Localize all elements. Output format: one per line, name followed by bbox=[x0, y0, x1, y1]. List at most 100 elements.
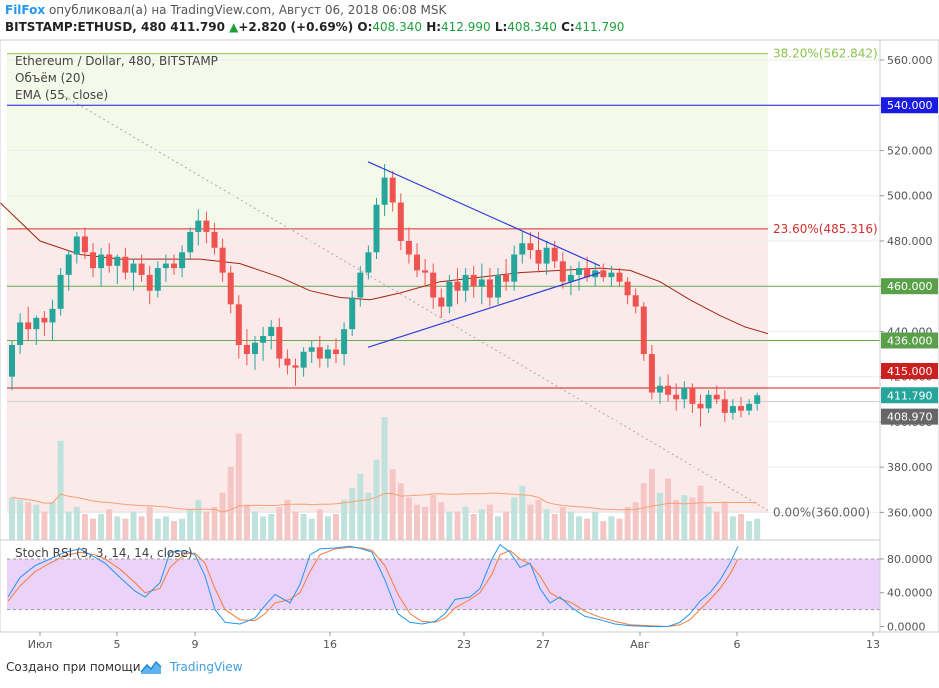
volume-bar bbox=[81, 514, 88, 540]
footer-brand[interactable]: TradingView bbox=[170, 660, 243, 674]
volume-bar bbox=[130, 511, 137, 540]
volume-bar bbox=[511, 497, 518, 540]
volume-bar bbox=[705, 506, 712, 540]
candle-body bbox=[681, 387, 688, 400]
volume-bar bbox=[576, 516, 582, 540]
time-tick-label: 27 bbox=[536, 638, 550, 651]
tradingview-logo-icon[interactable] bbox=[140, 658, 162, 676]
volume-bar bbox=[592, 511, 599, 540]
fib-label: 0.00%(360.000) bbox=[773, 505, 870, 519]
volume-bar bbox=[697, 485, 704, 540]
volume-bar bbox=[446, 511, 453, 540]
price-tag-label: 408.970 bbox=[887, 411, 933, 424]
symbol-label: BITSTAMP:ETHUSD, 480 bbox=[5, 20, 167, 34]
volume-bar bbox=[584, 518, 591, 540]
candle-body bbox=[414, 254, 420, 271]
low-value: 408.340 bbox=[507, 20, 557, 34]
volume-bar bbox=[203, 511, 210, 540]
volume-bar bbox=[276, 506, 283, 540]
author-name[interactable]: FilFox bbox=[5, 3, 46, 17]
volume-bar bbox=[65, 511, 72, 540]
candle-body bbox=[430, 272, 437, 298]
triangle-trend-line bbox=[367, 161, 601, 267]
price-tag bbox=[881, 408, 938, 425]
legend-volume: Объём (20) bbox=[15, 71, 85, 85]
candle-body bbox=[211, 231, 218, 248]
price-tick-label: 480.000 bbox=[887, 235, 933, 248]
candle-body bbox=[559, 261, 566, 282]
volume-bar bbox=[430, 495, 437, 540]
time-tick-label: 5 bbox=[114, 638, 121, 651]
volume-bar bbox=[527, 504, 534, 540]
volume-bar bbox=[357, 473, 364, 540]
open-value: 408.340 bbox=[372, 20, 422, 34]
candle-body bbox=[17, 322, 24, 346]
candle-body bbox=[33, 317, 40, 330]
volume-bar bbox=[349, 488, 356, 540]
high-label: H: bbox=[426, 20, 442, 34]
volume-bar bbox=[381, 417, 388, 540]
candle-body bbox=[154, 268, 161, 291]
volume-bar bbox=[114, 516, 121, 540]
candle-body bbox=[81, 236, 88, 253]
candle-body bbox=[446, 281, 453, 307]
candle-body bbox=[187, 231, 194, 253]
candle-body bbox=[284, 358, 291, 366]
volume-bar bbox=[414, 504, 420, 540]
candle-body bbox=[657, 385, 663, 393]
candle-body bbox=[738, 406, 744, 411]
volume-bar bbox=[73, 506, 80, 540]
candle-body bbox=[365, 252, 372, 273]
volume-bar bbox=[600, 521, 607, 540]
candle-body bbox=[57, 274, 64, 309]
volume-bar bbox=[187, 509, 194, 540]
candle-body bbox=[527, 243, 534, 251]
candle-body bbox=[438, 297, 445, 307]
candle-body bbox=[300, 351, 307, 368]
triangle-trend-line bbox=[367, 272, 601, 348]
candle-body bbox=[503, 274, 510, 282]
candle-body bbox=[729, 406, 736, 413]
candle-body bbox=[511, 254, 518, 282]
volume-bar bbox=[179, 518, 186, 540]
volume-bar bbox=[648, 469, 655, 540]
candle-body bbox=[462, 274, 469, 291]
candle-body bbox=[543, 247, 550, 264]
stoch-k-line bbox=[7, 543, 739, 627]
volume-bar bbox=[316, 509, 323, 540]
candle-body bbox=[357, 272, 364, 298]
time-tick-label: Июл bbox=[28, 638, 53, 651]
volume-bar bbox=[292, 511, 299, 540]
candle-body bbox=[235, 304, 242, 346]
candle-body bbox=[454, 281, 461, 291]
volume-bar bbox=[422, 506, 429, 540]
low-label: L: bbox=[494, 20, 508, 34]
ohlc-line: BITSTAMP:ETHUSD, 480 411.790 ▲+2.820 (+0… bbox=[5, 20, 624, 34]
candle-body bbox=[219, 247, 226, 273]
fib-label: 23.60%(485.316) bbox=[773, 222, 878, 236]
candle-body bbox=[584, 268, 591, 278]
volume-bar bbox=[632, 502, 639, 540]
candle-body bbox=[65, 254, 72, 275]
fib-trend-line bbox=[59, 93, 769, 511]
price-tick-label: 360.000 bbox=[887, 506, 933, 519]
main-legend: Ethereum / Dollar, 480, BITSTAMP Объём (2… bbox=[15, 54, 218, 102]
candle-body bbox=[486, 279, 493, 298]
volume-bar bbox=[49, 502, 56, 540]
stoch-tick-label: 0.0000 bbox=[887, 621, 926, 634]
volume-bar bbox=[535, 499, 542, 540]
candle-body bbox=[389, 177, 396, 203]
legend-stoch: Stoch RSI (3, 3, 14, 14, close) bbox=[15, 546, 193, 560]
volume-bar bbox=[227, 466, 234, 540]
volume-bar bbox=[333, 514, 339, 540]
volume-bar bbox=[738, 514, 744, 540]
candle-body bbox=[478, 279, 485, 287]
volume-bar bbox=[608, 516, 615, 540]
volume-bar bbox=[454, 511, 461, 540]
candle-body bbox=[673, 394, 680, 400]
candle-body bbox=[324, 349, 331, 359]
volume-bar bbox=[171, 521, 177, 540]
candle-body bbox=[576, 268, 582, 275]
price-tag bbox=[881, 332, 938, 349]
